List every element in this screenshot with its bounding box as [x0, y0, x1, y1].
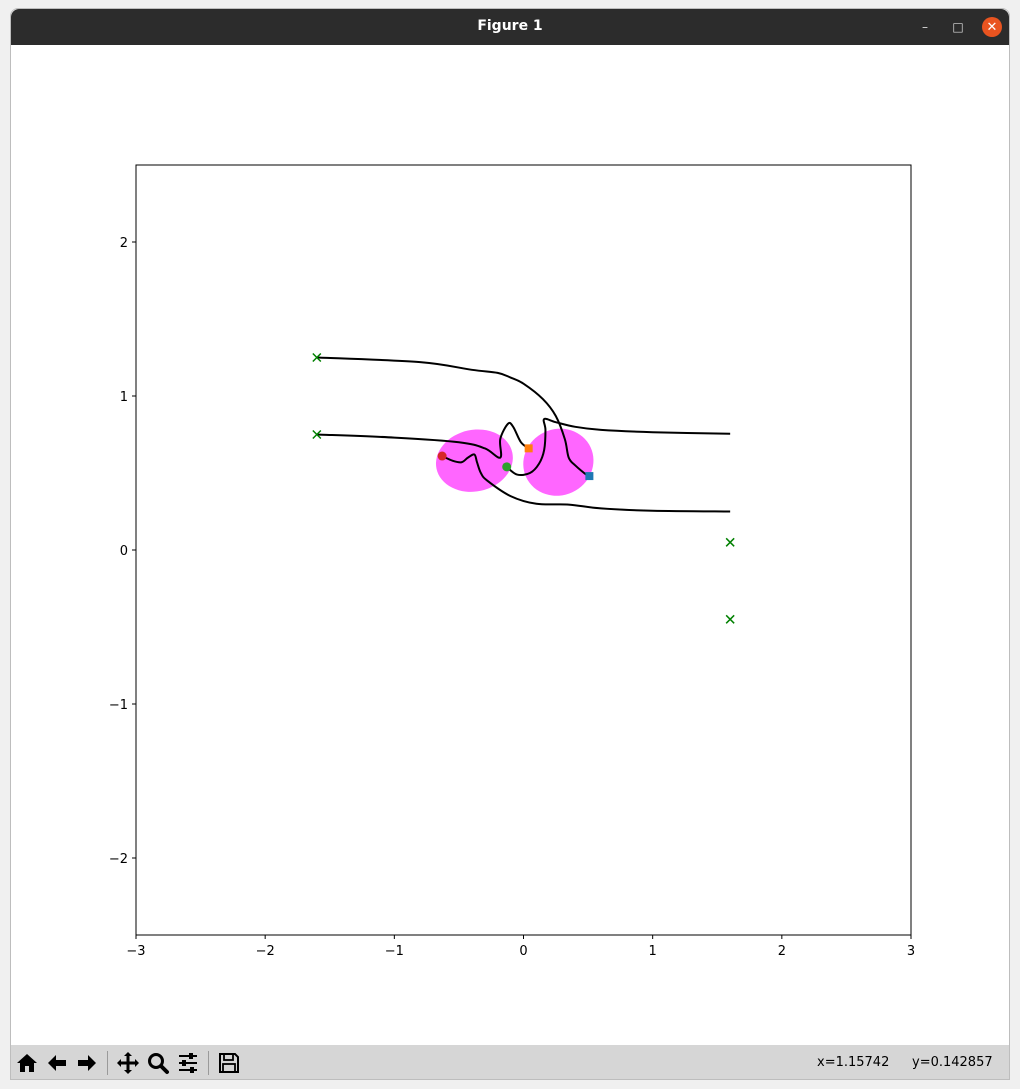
navigation-toolbar: x=1.15742 y=0.142857	[11, 1045, 1009, 1079]
x-tick-label: −2	[256, 944, 275, 959]
minimize-button[interactable]: –	[915, 17, 935, 37]
x-tick-label: −3	[126, 944, 145, 959]
figure-window: Figure 1 – □ ✕ −3 −2 −1 0 1 2 3 −2 −1 0 1 2	[10, 8, 1010, 1080]
maximize-button[interactable]: □	[948, 17, 968, 37]
goal-x-marker-1	[312, 352, 322, 363]
region-ellipse-2	[523, 428, 594, 496]
y-tick-label: −2	[109, 852, 128, 867]
y-coordinate-readout: y=0.142857	[912, 1055, 993, 1070]
home-button[interactable]	[13, 1049, 41, 1077]
arrow-left-icon	[48, 1055, 66, 1071]
zoom-button[interactable]	[144, 1049, 172, 1077]
trajectory-line-3	[506, 417, 731, 476]
trajectory-line-1	[316, 356, 591, 478]
toolbar-separator	[107, 1051, 108, 1075]
agent-square-marker-1	[585, 472, 594, 481]
x-tick-label: 3	[907, 944, 915, 959]
x-tick-label: 2	[778, 944, 786, 959]
minimize-icon: –	[922, 20, 928, 34]
y-tick-label: 2	[120, 236, 128, 251]
pan-button[interactable]	[114, 1049, 142, 1077]
configure-subplots-button[interactable]	[174, 1049, 202, 1077]
goal-x-marker-2	[312, 429, 322, 440]
x-coordinate-readout: x=1.15742	[817, 1055, 890, 1070]
floppy-icon	[219, 1053, 239, 1073]
x-tick-label: 0	[519, 944, 527, 959]
close-button[interactable]: ✕	[982, 17, 1002, 37]
forward-button[interactable]	[73, 1049, 101, 1077]
magnifier-icon	[148, 1053, 169, 1074]
back-button[interactable]	[43, 1049, 71, 1077]
region-ellipse-1	[435, 429, 513, 492]
move-icon	[117, 1052, 139, 1074]
x-tick-label: −1	[385, 944, 404, 959]
arrow-right-icon	[78, 1055, 96, 1071]
title-bar[interactable]: Figure 1 – □ ✕	[11, 9, 1009, 45]
y-tick-label: 0	[120, 544, 128, 559]
trajectory-line-2	[316, 421, 530, 459]
x-tick-label: 1	[649, 944, 657, 959]
save-button[interactable]	[215, 1049, 243, 1077]
toolbar-separator	[208, 1051, 209, 1075]
goal-x-marker-3	[725, 537, 735, 547]
agent-circle-marker-4	[437, 451, 447, 461]
y-tick-label: 1	[120, 390, 128, 405]
home-icon	[17, 1054, 37, 1072]
figure-canvas[interactable]: −3 −2 −1 0 1 2 3 −2 −1 0 1 2	[11, 45, 1009, 1045]
agent-circle-marker-3	[502, 462, 512, 472]
close-icon: ✕	[986, 19, 998, 35]
agent-square-marker-2	[524, 444, 533, 453]
maximize-icon: □	[952, 20, 964, 34]
sliders-icon	[179, 1053, 197, 1073]
trajectory-line-4	[441, 453, 731, 513]
window-title: Figure 1	[477, 18, 543, 34]
goal-x-marker-4	[725, 614, 735, 624]
axes-frame	[135, 164, 912, 936]
y-tick-label: −1	[109, 698, 128, 713]
